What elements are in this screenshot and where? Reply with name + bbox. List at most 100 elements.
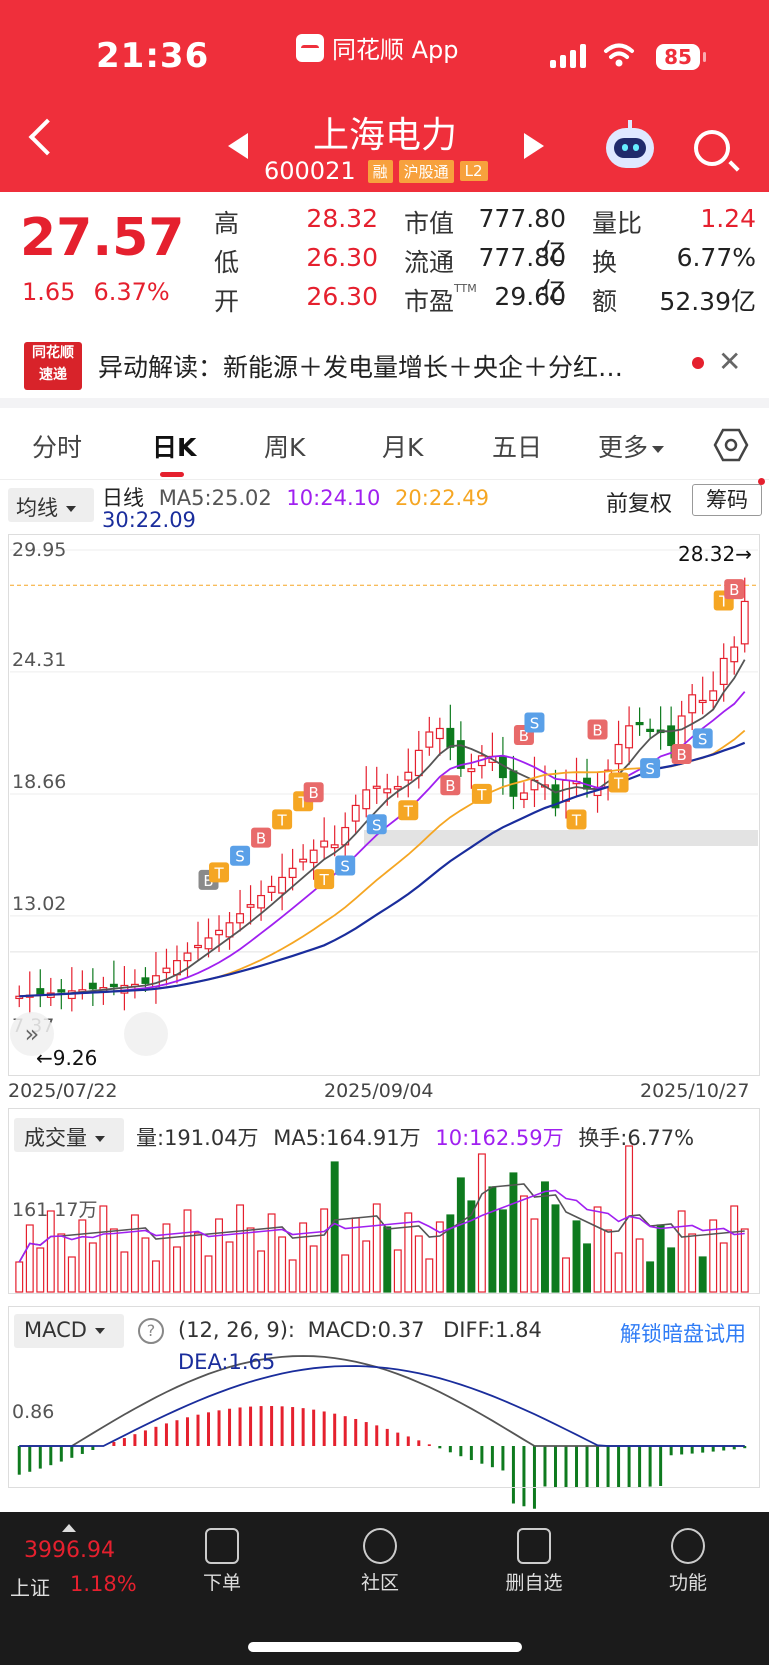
functions-menu-icon xyxy=(671,1528,705,1564)
candle-body xyxy=(519,792,528,801)
volume-bar xyxy=(67,1256,76,1293)
trade-signal-letter: S xyxy=(340,858,350,876)
macd-panel[interactable] xyxy=(8,1306,760,1488)
candle-body xyxy=(15,995,24,1000)
trade-signal-marker xyxy=(671,743,692,764)
index-name: 上证 xyxy=(10,1576,50,1600)
candle-body xyxy=(709,690,718,702)
volume-bar xyxy=(467,1200,476,1293)
search-icon[interactable] xyxy=(694,130,730,166)
volume-bar xyxy=(299,1222,308,1293)
trade-signal-letter: T xyxy=(319,871,330,889)
volume-bar xyxy=(698,1256,707,1293)
candle-body xyxy=(393,785,402,790)
trade-signal-marker xyxy=(440,775,461,796)
close-icon[interactable]: ✕ xyxy=(718,345,742,378)
volume-bar xyxy=(509,1172,518,1293)
high-value: 28.32 xyxy=(306,204,378,233)
candle-body xyxy=(730,646,739,663)
volume-bar xyxy=(88,1242,97,1293)
ma20-value: 20:22.49 xyxy=(395,486,489,510)
volume-bar xyxy=(541,1181,549,1293)
index-value[interactable]: 3996.94 xyxy=(24,1538,115,1563)
nav-community[interactable]: 社区 xyxy=(340,1528,420,1595)
settings-hexagon-icon[interactable] xyxy=(713,428,749,462)
tab-more[interactable]: 更多 xyxy=(598,428,665,464)
volume-bar xyxy=(383,1226,392,1293)
previous-stock-arrow-icon[interactable] xyxy=(228,133,248,159)
battery-icon: 85 xyxy=(656,44,706,70)
market-cap-value: 777.80亿 xyxy=(478,204,566,267)
volume-indicator-select[interactable]: 成交量 xyxy=(14,1118,124,1152)
candle-body xyxy=(635,721,644,726)
quote-panel: 27.57 1.65 6.37% 高 28.32 市值 777.80亿 量比 1… xyxy=(0,192,769,328)
trade-signal-marker xyxy=(692,728,713,749)
high-label: 高 xyxy=(214,209,240,238)
volume-bar xyxy=(57,1233,66,1293)
expand-up-icon[interactable] xyxy=(62,1524,76,1532)
volume-bar xyxy=(194,1232,202,1293)
macd-indicator-select[interactable]: MACD xyxy=(14,1314,124,1348)
trade-signal-marker xyxy=(566,809,587,830)
trade-signal-marker xyxy=(230,845,251,866)
stock-code: 600021 xyxy=(264,157,356,185)
tab-intraday[interactable]: 分时 xyxy=(32,433,83,462)
tab-weekly-k[interactable]: 周K xyxy=(264,433,306,462)
app-return-badge[interactable]: 同花顺 App xyxy=(296,30,459,65)
nav-remove-watchlist[interactable]: 删自选 xyxy=(494,1528,574,1595)
volume-bar xyxy=(635,1238,644,1293)
volume-bar xyxy=(446,1214,455,1293)
change-percent: 6.37% xyxy=(93,278,170,306)
volume-ma5: MA5:164.91万 xyxy=(273,1126,421,1150)
trade-signal-letter: S xyxy=(372,816,382,834)
ma30-line xyxy=(19,741,746,998)
ma20-line xyxy=(19,729,746,998)
price-change: 1.65 6.37% xyxy=(22,278,170,306)
volume-bar xyxy=(246,1227,255,1293)
news-bar[interactable]: 同花顺 速递 异动解读：新能源＋发电量增长＋央企＋分红… xyxy=(0,334,769,398)
home-indicator xyxy=(248,1642,522,1652)
volume-bar xyxy=(551,1204,560,1293)
help-icon[interactable]: ? xyxy=(138,1318,164,1344)
adjust-mode[interactable]: 前复权 xyxy=(606,492,673,517)
news-logo: 同花顺 速递 xyxy=(24,342,82,390)
volume-ratio-value: 1.24 xyxy=(700,204,756,233)
volume-ma-line xyxy=(18,1183,745,1263)
nav-order[interactable]: 下单 xyxy=(182,1528,262,1595)
candle-body xyxy=(236,913,245,924)
cellular-signal-icon xyxy=(550,44,586,68)
volume-bar xyxy=(162,1223,171,1293)
volume-bar xyxy=(215,1218,223,1293)
current-price: 27.57 xyxy=(20,208,185,268)
nav-functions[interactable]: 功能 xyxy=(648,1528,728,1595)
chip-distribution-button[interactable]: 筹码 xyxy=(692,484,762,516)
kline-panel[interactable] xyxy=(8,534,760,1076)
tab-monthly-k[interactable]: 月K xyxy=(382,433,424,462)
ma-select[interactable]: 均线 xyxy=(8,488,94,522)
volume-bar xyxy=(288,1259,297,1293)
candle-body xyxy=(719,657,728,686)
margin-tag: 融 xyxy=(367,159,393,183)
index-change: 1.18% xyxy=(70,1572,137,1596)
candle-body xyxy=(435,727,444,740)
app-logo-icon xyxy=(296,33,324,62)
news-text[interactable]: 异动解读：新能源＋发电量增长＋央企＋分红… xyxy=(98,353,624,382)
tab-five-day[interactable]: 五日 xyxy=(492,433,543,462)
trade-signal-letter: B xyxy=(256,830,266,848)
assistant-robot-icon[interactable] xyxy=(606,120,654,168)
candle-body xyxy=(109,983,118,988)
chip-new-dot-icon xyxy=(758,478,765,485)
unlock-trial-link[interactable]: 解锁暗盘试用 xyxy=(620,1322,746,1346)
volume-bar xyxy=(309,1245,318,1293)
next-stock-arrow-icon[interactable] xyxy=(524,133,544,159)
support-band xyxy=(364,830,758,846)
volume-panel[interactable] xyxy=(8,1108,760,1294)
candle-body xyxy=(215,929,223,936)
chevron-down-icon xyxy=(95,1136,105,1142)
volume-bar xyxy=(667,1247,676,1293)
trade-signal-letter: T xyxy=(571,812,582,830)
candle-body xyxy=(36,988,45,995)
tab-daily-k[interactable]: 日K xyxy=(152,433,197,462)
candle-body xyxy=(551,784,560,809)
low-label: 低 xyxy=(214,248,240,277)
